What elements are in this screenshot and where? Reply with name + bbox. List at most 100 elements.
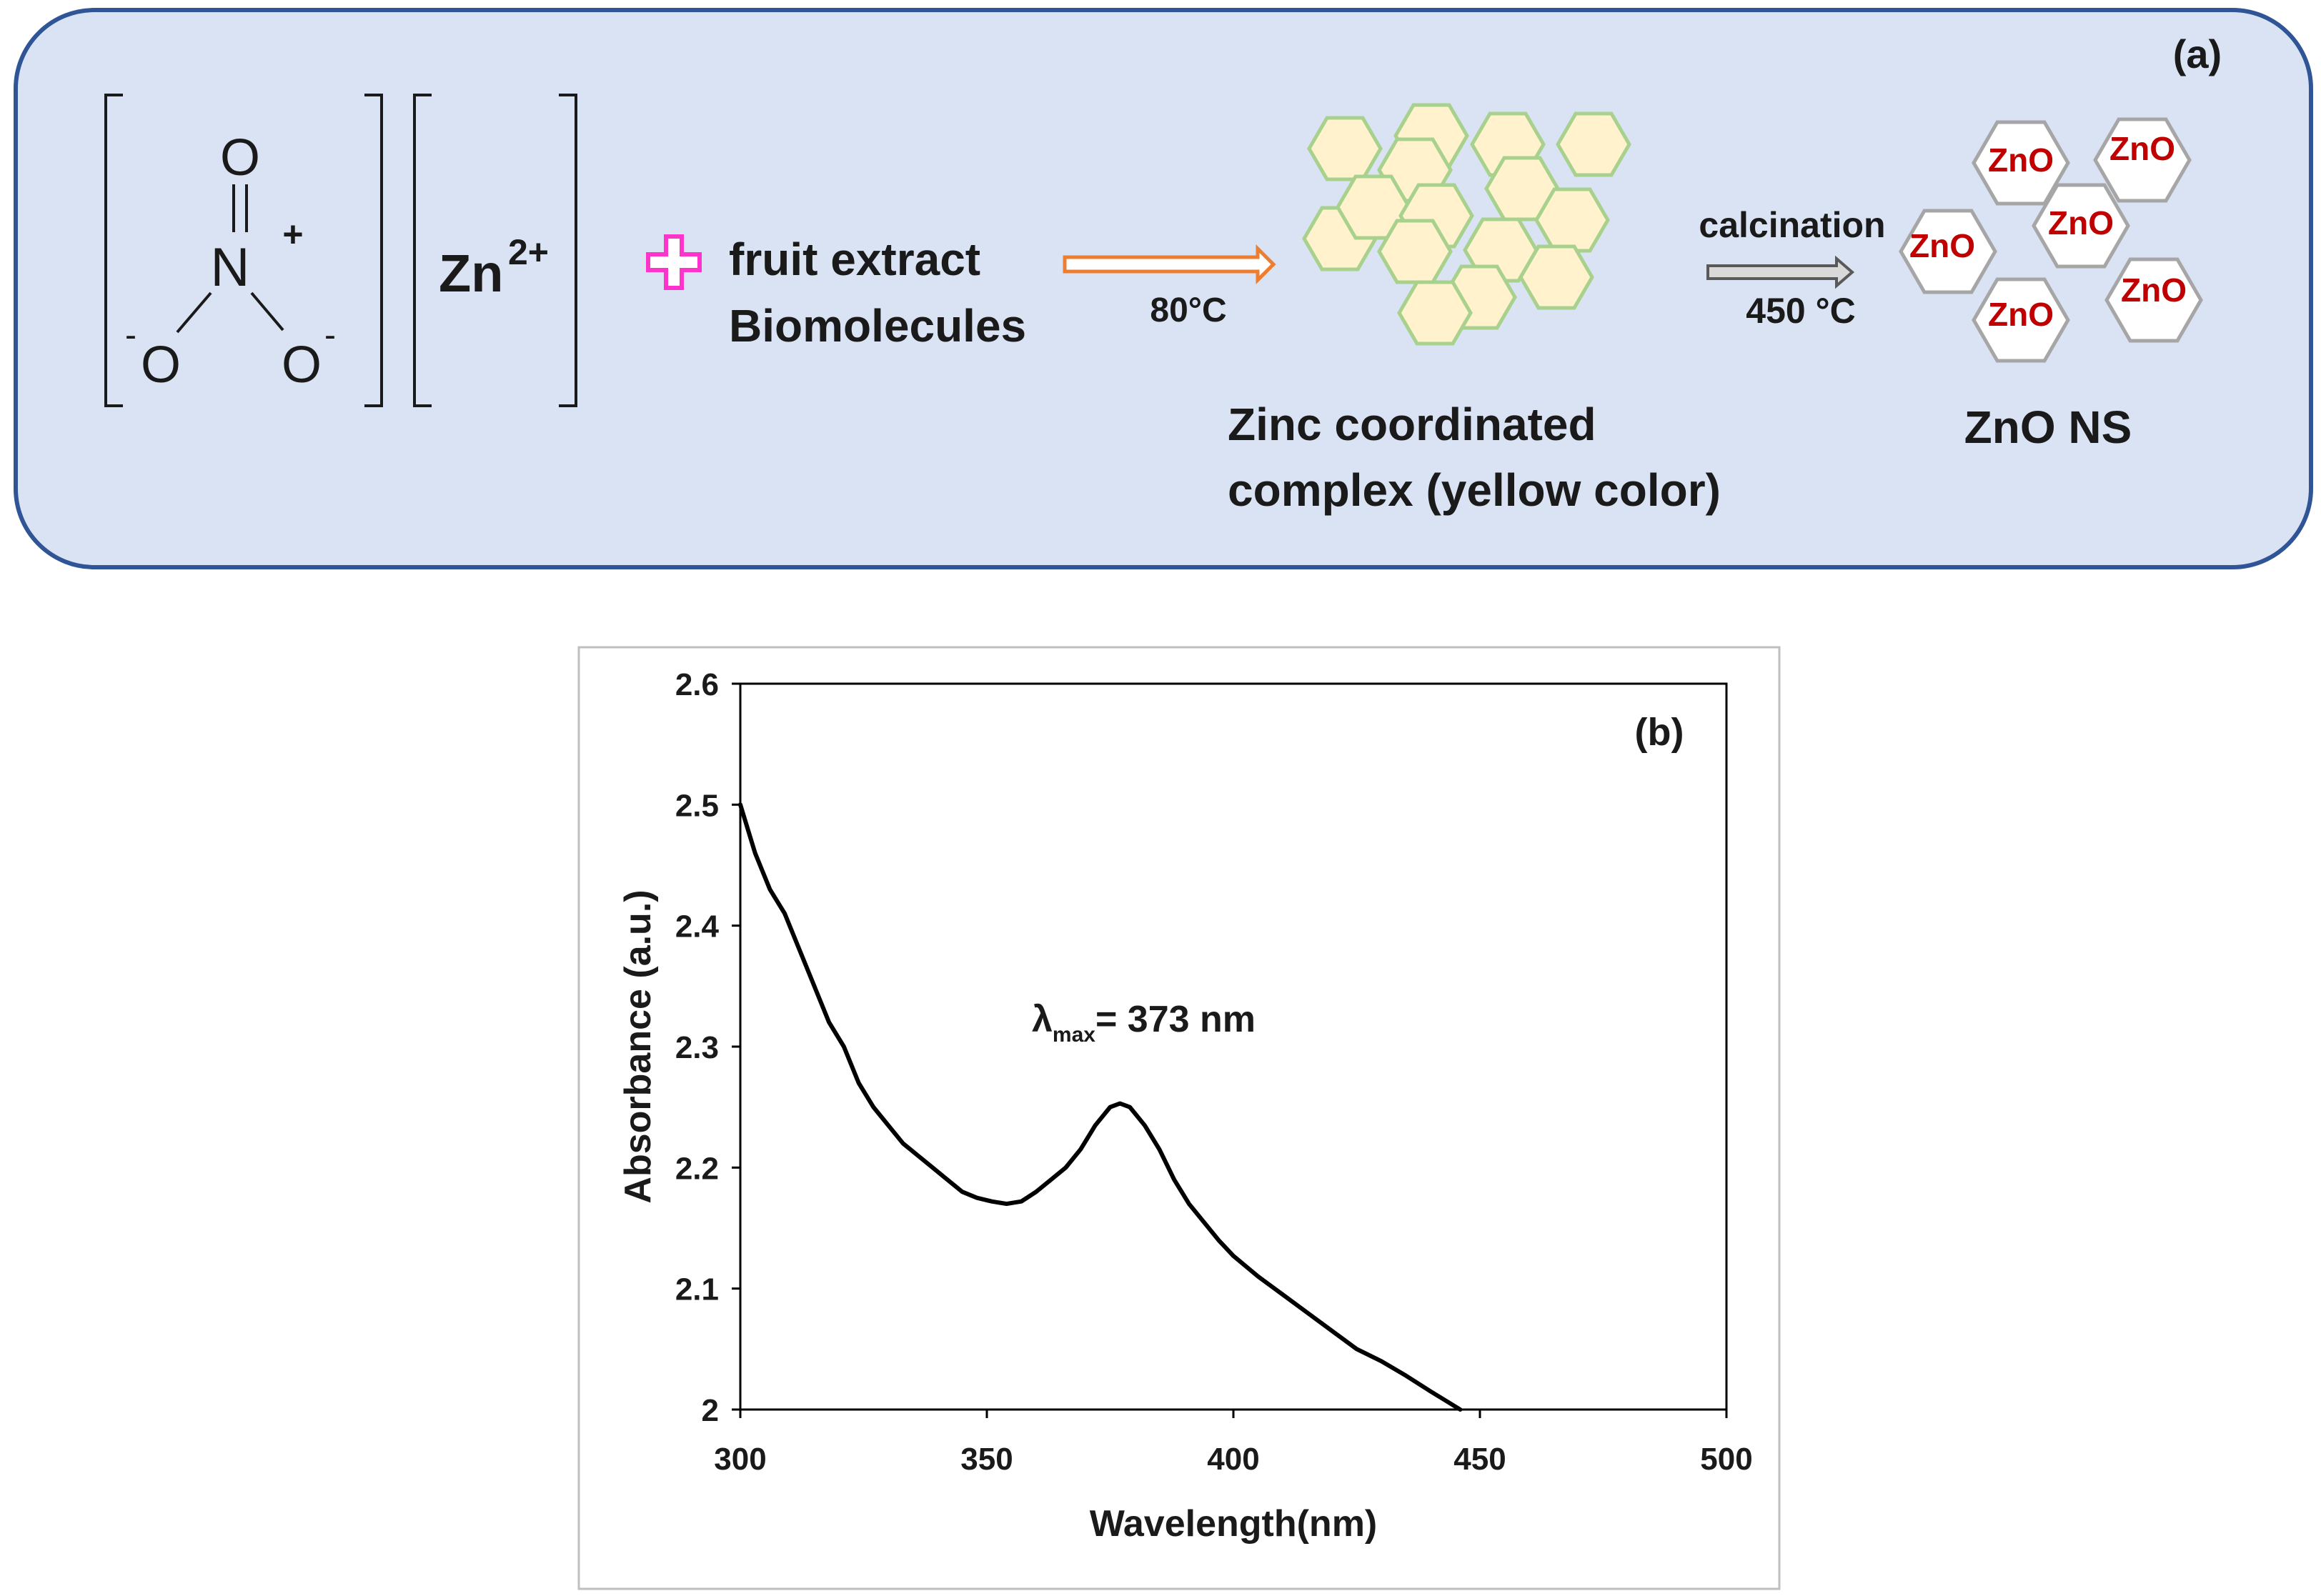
lambda-max-annotation: λmax= 373 nm (1032, 999, 1256, 1047)
y-tick-label: 2.1 (675, 1272, 719, 1307)
zno-particle: ZnO (2034, 185, 2128, 266)
series-point (767, 887, 772, 892)
series-point (1187, 1202, 1191, 1206)
zno-particle: ZnO (2095, 119, 2190, 201)
zno-particle-label: ZnO (2109, 130, 2175, 167)
nitrate-oxygen-top: O (220, 129, 260, 186)
plus-icon (646, 234, 702, 290)
y-axis-label: Absorbance (a.u.) (617, 889, 659, 1203)
chart-area: 2 2.1 2.2 2.3 2.4 2.5 2.6 300 350 400 450 500 (675, 667, 1753, 1477)
y-tick-label: 2.6 (675, 667, 719, 702)
zinc-ion: Zn 2+ (413, 94, 577, 407)
series-point (871, 1105, 875, 1109)
zno-particle: ZnO (2107, 259, 2201, 341)
series-point (915, 1153, 920, 1157)
series-point (1448, 1402, 1453, 1406)
series-point (1256, 1275, 1261, 1279)
series-point (842, 1044, 846, 1049)
arrow-step1-icon (1063, 244, 1276, 285)
complex-hexagon (1558, 114, 1629, 175)
zno-particle: ZnO (1974, 279, 2068, 361)
series-point (738, 802, 742, 807)
step2-label: calcination (1699, 205, 1885, 245)
series-point (1019, 1200, 1023, 1204)
panel-b-label: (b) (1635, 711, 1684, 754)
zno-particle-label: ZnO (1988, 141, 2054, 179)
arrow-step2-icon (1706, 255, 1855, 289)
y-tick-label: 2.4 (675, 909, 720, 944)
complex-label-line-1: Zinc coordinated (1228, 399, 1596, 450)
nitrate-nitrogen: N (211, 237, 250, 298)
series-point (1128, 1105, 1132, 1109)
reagent-line-1: fruit extract (729, 234, 980, 285)
series-point (1078, 1147, 1083, 1152)
series-point (857, 1081, 861, 1085)
series-point (1158, 1147, 1162, 1152)
zno-particles: ZnO ZnO ZnO ZnO ZnO ZnO (1901, 119, 2201, 361)
series-point (1172, 1177, 1176, 1182)
bracket-right-2 (559, 94, 577, 407)
series-point (1143, 1123, 1147, 1127)
bracket-left-2 (413, 94, 432, 407)
bracket-right-1 (364, 94, 383, 407)
series-point (975, 1196, 979, 1200)
complex-label-line-2: complex (yellow color) (1228, 464, 1721, 516)
y-tick-label: 2.5 (675, 788, 719, 823)
series-point (1118, 1102, 1122, 1106)
panel-a-background (14, 8, 2313, 569)
absorbance-series-line (738, 802, 1463, 1412)
zno-particle-label: ZnO (2048, 204, 2114, 241)
series-point (1216, 1238, 1221, 1242)
nitrate-oxygen-left: O (141, 336, 181, 394)
y-tick-label: 2.3 (675, 1030, 719, 1065)
series-point (1330, 1329, 1334, 1333)
series-point (1049, 1177, 1053, 1182)
chart-frame (577, 646, 1781, 1590)
nitrogen-charge: + (282, 214, 303, 254)
complex-hexagon (1309, 118, 1381, 179)
series-point (1281, 1292, 1285, 1297)
x-axis-ticks: 300 350 400 450 500 (714, 1410, 1753, 1477)
series-point (901, 1142, 905, 1146)
x-tick-label: 350 (960, 1442, 1013, 1477)
zno-particle: ZnO (1901, 211, 1995, 292)
x-tick-label: 500 (1700, 1442, 1752, 1477)
oxygen-right-charge: - (324, 316, 336, 354)
complex-hexagon (1536, 189, 1608, 251)
series-point (1108, 1105, 1113, 1109)
step1-condition: 80°C (1150, 291, 1226, 329)
complex-hexagon (1399, 282, 1471, 344)
series-point (753, 851, 757, 855)
complex-hexagon (1521, 246, 1592, 308)
x-tick-label: 300 (714, 1442, 766, 1477)
series-point (990, 1200, 994, 1204)
lambda-subscript: max (1053, 1023, 1095, 1047)
x-tick-label: 450 (1453, 1442, 1506, 1477)
series-point (886, 1123, 890, 1127)
single-bond-right (250, 291, 284, 331)
lambda-symbol: λ (1032, 999, 1053, 1040)
zno-particle-label: ZnO (1909, 227, 1975, 264)
lambda-max-text: λmax= 373 nm (1032, 999, 1256, 1047)
bracket-left-1 (104, 94, 123, 407)
series-point (1355, 1347, 1359, 1351)
series-point (827, 1020, 831, 1024)
panel-a-label: (a) (2173, 31, 2222, 76)
zinc-charge: 2+ (508, 232, 549, 272)
series-point (1093, 1123, 1098, 1127)
series-point (1306, 1311, 1310, 1315)
y-tick-label: 2.2 (675, 1151, 719, 1186)
x-tick-label: 400 (1207, 1442, 1259, 1477)
series-point (1202, 1220, 1206, 1225)
series-point (1034, 1189, 1038, 1194)
series-point (782, 912, 787, 916)
series-point (1458, 1407, 1462, 1412)
zinc-symbol: Zn (439, 244, 503, 303)
series-point (930, 1165, 935, 1169)
series-point (1005, 1202, 1009, 1206)
series-point (797, 948, 802, 952)
y-axis-ticks: 2 2.1 2.2 2.3 2.4 2.5 2.6 (675, 667, 740, 1428)
series-point (960, 1189, 965, 1194)
reagent-line-2: Biomolecules (729, 300, 1026, 351)
